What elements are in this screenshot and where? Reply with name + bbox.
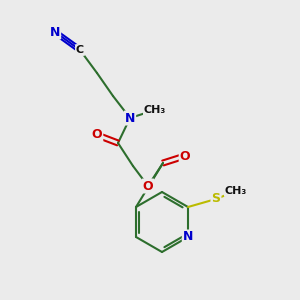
- Text: S: S: [212, 193, 220, 206]
- Text: N: N: [50, 26, 60, 38]
- Text: O: O: [92, 128, 102, 142]
- Text: O: O: [143, 179, 153, 193]
- Text: CH₃: CH₃: [225, 186, 247, 196]
- Text: C: C: [76, 45, 84, 55]
- Text: N: N: [125, 112, 135, 124]
- Text: CH₃: CH₃: [144, 105, 166, 115]
- Text: O: O: [180, 149, 190, 163]
- Text: N: N: [183, 230, 193, 244]
